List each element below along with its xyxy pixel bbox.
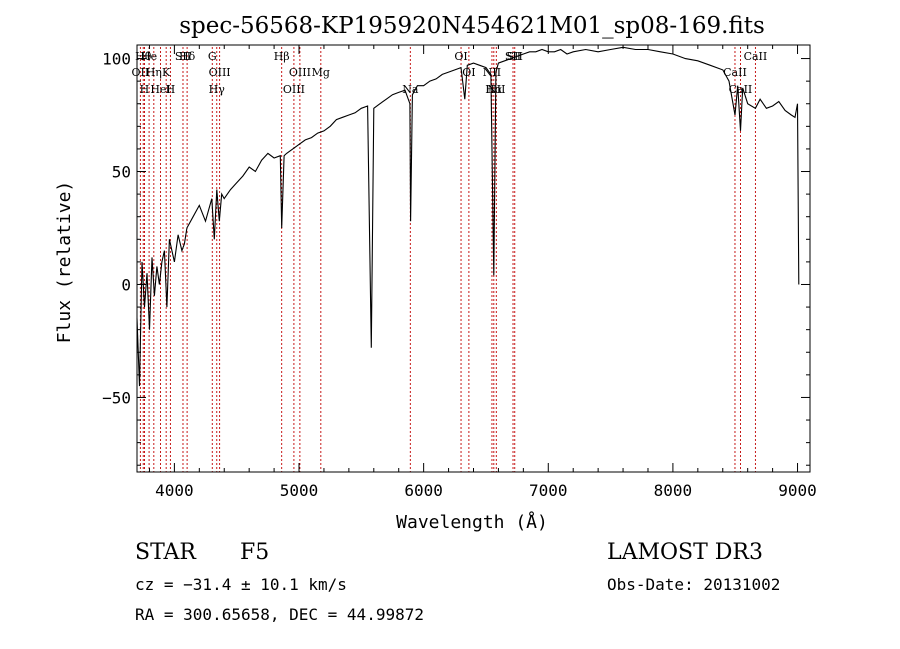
emission-line-label: OII [132, 66, 150, 79]
plot-frame [136, 44, 811, 473]
emission-line-label: OIII [283, 83, 305, 96]
y-tick-label: 0 [121, 275, 131, 294]
x-tick-label: 7000 [529, 481, 568, 500]
spectrum-series-line [136, 46, 800, 387]
emission-line-label: CaII [723, 66, 747, 79]
emission-line-label: Hβ [274, 50, 290, 63]
emission-line-label: CaII [729, 83, 753, 96]
emission-line-label: OIII [209, 66, 231, 79]
obs-date-text: Obs-Date: 20131002 [607, 575, 780, 594]
emission-line-markers [139, 47, 756, 472]
x-tick-label: 5000 [280, 481, 319, 500]
y-tick-label: 100 [102, 50, 131, 69]
emission-line-label: Mg [312, 66, 330, 79]
x-tick-label: 9000 [778, 481, 817, 500]
emission-line-label: Hδ [179, 50, 196, 63]
emission-line-label: Hθ [135, 50, 152, 63]
y-axis-label: Flux (relative) [54, 181, 75, 344]
emission-line-label: SII [175, 50, 191, 63]
emission-line-label: Hα [485, 83, 503, 96]
emission-line-label: H [166, 83, 176, 96]
x-tick-label: 4000 [155, 481, 194, 500]
y-tick-label: −50 [102, 388, 131, 407]
emission-line-label: OI [454, 50, 467, 63]
x-axis-ticks: 4000 5000 6000 7000 8000 9000 [148, 45, 817, 500]
object-subclass: F5 [240, 540, 269, 565]
redshift-text: cz = −31.4 ± 10.1 km/s [135, 575, 347, 594]
emission-line-label: HeI [150, 83, 170, 96]
emission-line-labels: Hθ OII H He KH Hδ Hη HeI SII OIII Hγ G OIII OIII Hβ Mg N… [132, 50, 768, 96]
emission-line-label: K [162, 66, 171, 79]
emission-line-label: Na [402, 83, 419, 96]
object-class: STAR [135, 540, 197, 565]
x-tick-label: 8000 [654, 481, 693, 500]
emission-line-label: OIII [289, 66, 311, 79]
emission-line-label: SII [507, 50, 523, 63]
coordinates-text: RA = 300.65658, DEC = 44.99872 [135, 605, 424, 624]
emission-line-label: Hη [146, 66, 162, 79]
y-axis-ticks: −50 0 50 100 [102, 50, 810, 466]
emission-line-label: H [140, 83, 150, 96]
chart-title: spec-56568-KP195920N454621M01_sp08-169.f… [179, 13, 765, 39]
emission-line-label: Hγ [209, 83, 226, 96]
emission-line-label: G [208, 50, 217, 63]
emission-line-label: CaII [744, 50, 768, 63]
survey-name: LAMOST DR3 [607, 540, 763, 565]
x-axis-label: Wavelength (Å) [396, 511, 548, 533]
emission-line-label: NII [487, 83, 505, 96]
y-tick-label: 50 [112, 163, 131, 182]
emission-line-label: He [141, 50, 157, 63]
x-tick-label: 6000 [404, 481, 443, 500]
emission-line-label: OI [462, 66, 475, 79]
